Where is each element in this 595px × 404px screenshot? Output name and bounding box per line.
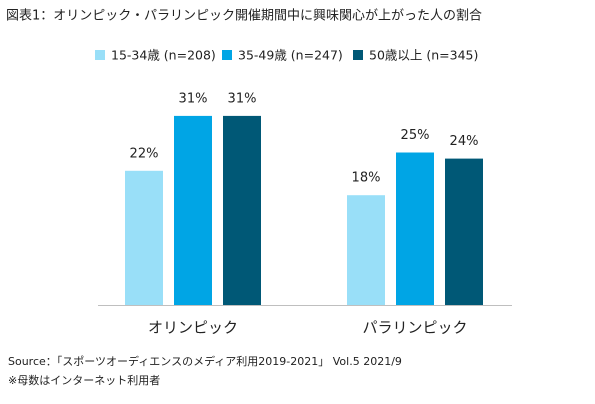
legend-swatch [222, 50, 232, 60]
source-note: Source：「スポーツオーディエンスのメディア利用2019-2021」 Vol… [8, 354, 402, 368]
value-label: 22% [130, 146, 159, 161]
category-label: パラリンピック [362, 319, 467, 337]
value-label: 31% [228, 91, 257, 106]
bar [445, 158, 483, 305]
legend-swatch [95, 50, 105, 60]
bar [125, 170, 163, 305]
legend-swatch [353, 50, 363, 60]
chart-title: 図表1：オリンピック・パラリンピック開催期間中に興味関心が上がった人の割合 [6, 8, 482, 24]
category-label: オリンピック [148, 319, 238, 337]
bar [223, 115, 261, 306]
value-label: 25% [401, 128, 430, 143]
value-label: 24% [450, 134, 479, 149]
legend-label: 50歳以上 (n=345) [369, 48, 478, 63]
legend-label: 15-34歳 (n=208) [111, 48, 216, 63]
legend-label: 35-49歳 (n=247) [238, 48, 343, 63]
bar [174, 115, 212, 306]
footnote: ※母数はインターネット利用者 [8, 374, 160, 387]
value-label: 18% [352, 171, 381, 186]
bar [396, 152, 434, 305]
bar [347, 195, 385, 305]
value-label: 31% [179, 91, 208, 106]
